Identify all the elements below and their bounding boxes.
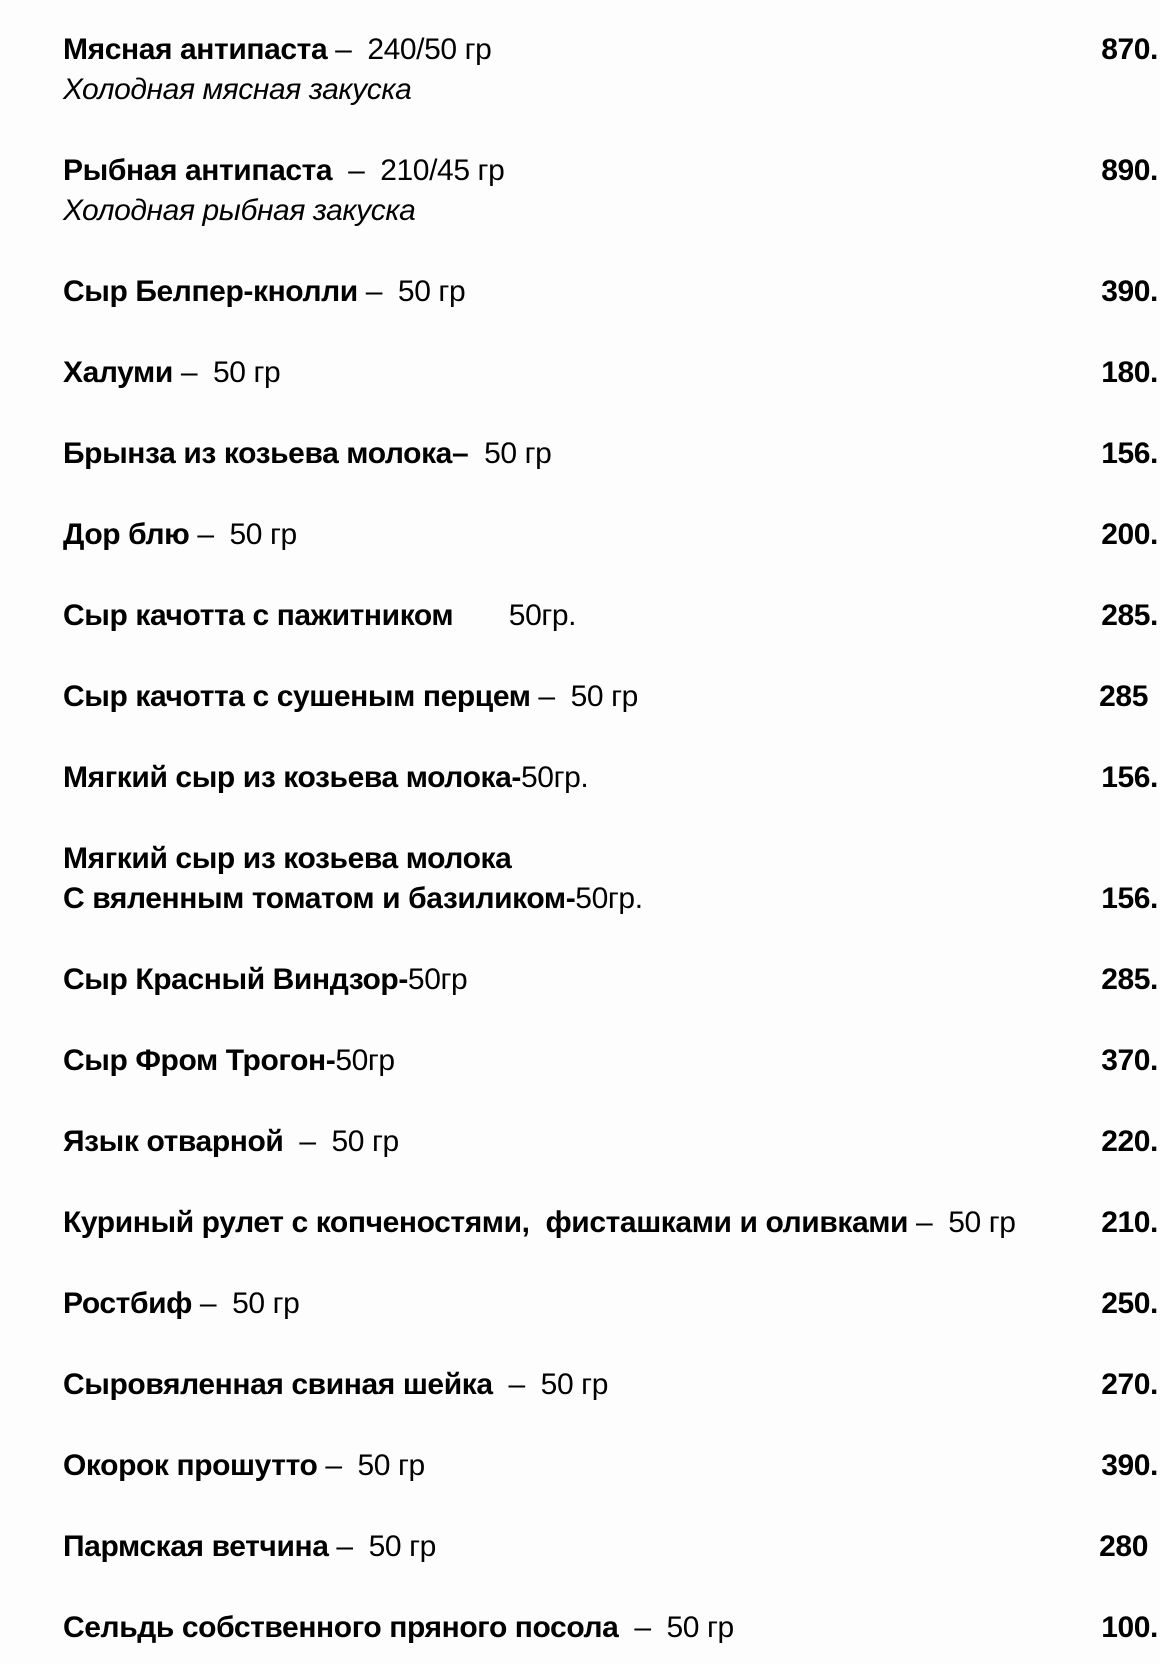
menu-item: Брынза из козьева молока– 50 гр 156. xyxy=(63,434,1160,474)
item-price: 270. xyxy=(1101,1368,1158,1401)
item-weight: – 50 гр xyxy=(618,1611,734,1644)
item-weight: – 50 гр xyxy=(492,1368,609,1401)
menu-item: Дор блю – 50 гр 200. xyxy=(63,515,1160,555)
item-price: 156. xyxy=(1101,761,1158,794)
item-weight: – 50 гр xyxy=(317,1449,425,1482)
item-price: 390. xyxy=(1101,275,1158,308)
item-row: Рыбная антипаста – 210/45 гр 890. xyxy=(63,151,1160,191)
item-row: Сыр качотта с сушеным перцем – 50 гр 285 xyxy=(63,677,1160,717)
item-price: 100. xyxy=(1101,1611,1158,1644)
item-weight: – 210/45 гр xyxy=(332,154,505,187)
item-weight: – 240/50 гр xyxy=(327,33,492,66)
item-price: 156. xyxy=(1101,437,1158,470)
item-row: Брынза из козьева молока– 50 гр 156. xyxy=(63,434,1160,474)
menu-item: Язык отварной – 50 гр 220. xyxy=(63,1122,1160,1162)
item-weight: 50гр xyxy=(407,963,468,996)
item-name: Сыр Красный Виндзор- xyxy=(63,963,408,996)
item-price: 370. xyxy=(1101,1044,1158,1077)
item-row: Сыр качотта с пажитником 50гр. 285. xyxy=(63,596,1160,636)
item-price: 210. xyxy=(1101,1206,1158,1239)
menu-item: Куриный рулет с копченостями, фисташками… xyxy=(63,1203,1160,1243)
item-row: Сыровяленная свиная шейка – 50 гр 270. xyxy=(63,1365,1160,1405)
item-price: 220. xyxy=(1101,1125,1158,1158)
item-name: Пармская ветчина xyxy=(63,1530,329,1563)
item-name: Сыр Фром Трогон- xyxy=(63,1044,336,1077)
menu-item: Рыбная антипаста – 210/45 гр 890. Холодн… xyxy=(63,151,1160,231)
item-row: Сыр Белпер-кнолли – 50 гр 390. xyxy=(63,272,1160,312)
item-description: Холодная мясная закуска xyxy=(63,73,412,106)
item-weight: – 50 гр xyxy=(192,1287,300,1320)
item-weight: 50гр xyxy=(335,1044,395,1077)
item-weight: 50 гр xyxy=(468,437,552,470)
item-weight: 50гр. xyxy=(521,761,589,794)
menu-item: Мягкий сыр из козьева молока-50гр. 156. xyxy=(63,758,1160,798)
item-price: 870. xyxy=(1101,33,1158,66)
item-price: 285. xyxy=(1101,599,1158,632)
item-weight: – 50 гр xyxy=(189,518,297,551)
item-name: Мясная антипаста xyxy=(63,33,328,66)
item-name: Ростбиф xyxy=(63,1287,192,1320)
item-name: Сельдь собственного пряного посола xyxy=(63,1611,619,1644)
item-weight: – 50 гр xyxy=(530,680,638,713)
item-price: 890. xyxy=(1101,154,1158,187)
menu-item: Сыр качотта с пажитником 50гр. 285. xyxy=(63,596,1160,636)
menu-item: Сыр Белпер-кнолли – 50 гр 390. xyxy=(63,272,1160,312)
menu-item: Сыр качотта с сушеным перцем – 50 гр 285 xyxy=(63,677,1160,717)
item-name: Язык отварной xyxy=(63,1125,284,1158)
item-name: Сыр Белпер-кнолли xyxy=(63,275,358,308)
item-row: Мясная антипаста – 240/50 гр 870. xyxy=(63,30,1160,70)
item-weight: 50гр. xyxy=(575,882,643,915)
item-weight: – 50 гр xyxy=(283,1125,399,1158)
menu-item: Сыровяленная свиная шейка – 50 гр 270. xyxy=(63,1365,1160,1405)
item-price: 285. xyxy=(1101,963,1158,996)
item-row: Сыр Красный Виндзор-50гр 285. xyxy=(63,960,1160,1000)
menu-item: Мясная антипаста – 240/50 гр 870. Холодн… xyxy=(63,30,1160,110)
menu-item: Пармская ветчина – 50 гр 280 xyxy=(63,1527,1160,1567)
item-name-line1: Мягкий сыр из козьева молока xyxy=(63,842,512,875)
menu-item: Сельдь собственного пряного посола – 50 … xyxy=(63,1608,1160,1648)
item-name: Сыр качотта с сушеным перцем xyxy=(63,680,531,713)
item-row: Сельдь собственного пряного посола – 50 … xyxy=(63,1608,1160,1648)
menu-item: Окорок прошутто – 50 гр 390. xyxy=(63,1446,1160,1486)
menu-item: Ростбиф – 50 гр 250. xyxy=(63,1284,1160,1324)
item-weight: 50гр. xyxy=(453,599,577,632)
item-name: Рыбная антипаста xyxy=(63,154,333,187)
item-name: Дор блю xyxy=(63,518,190,551)
item-name: С вяленным томатом и базиликом- xyxy=(63,882,576,915)
menu-item: Сыр Красный Виндзор-50гр 285. xyxy=(63,960,1160,1000)
item-price: 156. xyxy=(1101,882,1158,915)
item-row: Пармская ветчина – 50 гр 280 xyxy=(63,1527,1160,1567)
menu-item: Мягкий сыр из козьева молока С вяленным … xyxy=(63,839,1160,919)
item-price: 390. xyxy=(1101,1449,1158,1482)
item-row: Дор блю – 50 гр 200. xyxy=(63,515,1160,555)
item-weight: – 50 гр xyxy=(172,356,281,389)
item-price: 285 xyxy=(1099,680,1148,713)
item-weight: – 50 гр xyxy=(357,275,466,308)
item-price: 180. xyxy=(1101,356,1158,389)
item-weight: – 50 гр xyxy=(908,1206,1016,1239)
item-row: Окорок прошутто – 50 гр 390. xyxy=(63,1446,1160,1486)
item-price: 280 xyxy=(1099,1530,1148,1563)
item-name: Мягкий сыр из козьева молока- xyxy=(63,761,521,794)
item-price: 200. xyxy=(1101,518,1158,551)
item-row: Куриный рулет с копченостями, фисташками… xyxy=(63,1203,1160,1243)
item-weight: – 50 гр xyxy=(328,1530,436,1563)
item-name: Куриный рулет с копченостями, фисташками… xyxy=(63,1206,909,1239)
item-row: С вяленным томатом и базиликом-50гр. 156… xyxy=(63,879,1160,919)
item-price: 250. xyxy=(1101,1287,1158,1320)
item-name: Сыр качотта с пажитником xyxy=(63,599,454,632)
item-row: Ростбиф – 50 гр 250. xyxy=(63,1284,1160,1324)
menu-item: Халуми – 50 гр 180. xyxy=(63,353,1160,393)
item-description: Холодная рыбная закуска xyxy=(63,194,416,227)
item-name: Брынза из козьева молока– xyxy=(63,437,469,470)
item-name: Халуми xyxy=(63,356,173,389)
item-row: Мягкий сыр из козьева молока-50гр. 156. xyxy=(63,758,1160,798)
item-name: Окорок прошутто xyxy=(63,1449,318,1482)
item-name: Сыровяленная свиная шейка xyxy=(63,1368,493,1401)
item-row: Язык отварной – 50 гр 220. xyxy=(63,1122,1160,1162)
item-row: Сыр Фром Трогон-50гр 370. xyxy=(63,1041,1160,1081)
menu-item: Сыр Фром Трогон-50гр 370. xyxy=(63,1041,1160,1081)
item-row: Халуми – 50 гр 180. xyxy=(63,353,1160,393)
